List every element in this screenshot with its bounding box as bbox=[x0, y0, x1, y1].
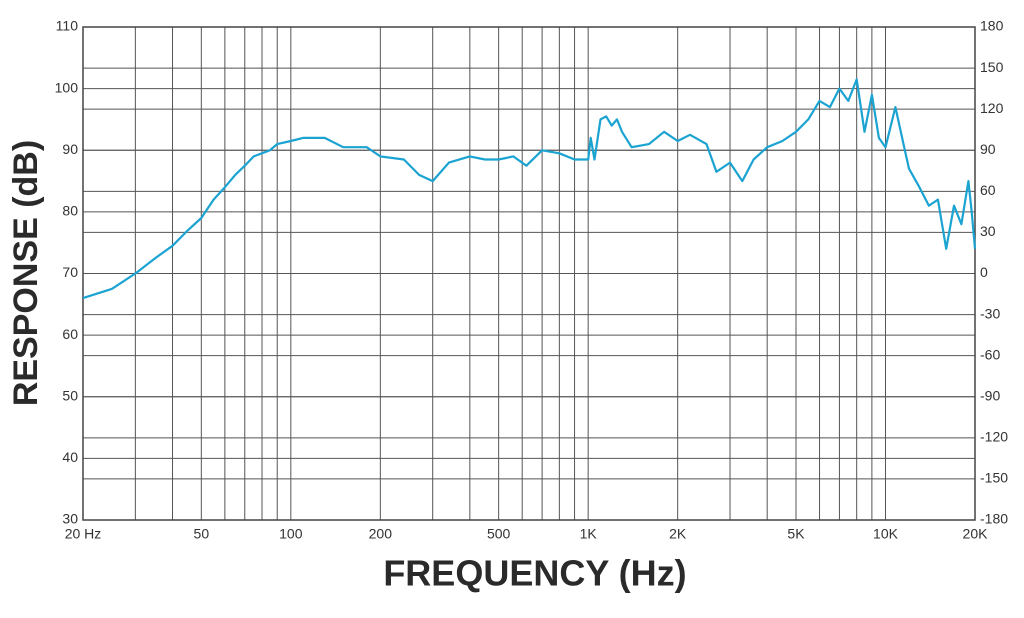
x-tick-label: 20K bbox=[963, 526, 989, 542]
x-tick-label: 5K bbox=[787, 526, 805, 542]
y2-tick-label: -120 bbox=[980, 429, 1008, 445]
y-tick-label: 30 bbox=[62, 511, 78, 527]
x-tick-label: 500 bbox=[487, 526, 511, 542]
y-tick-label: 40 bbox=[62, 449, 78, 465]
x-tick-label: 1K bbox=[580, 526, 598, 542]
plot-frame bbox=[82, 26, 976, 521]
y2-tick-label: 0 bbox=[980, 264, 988, 280]
x-tick-label: 2K bbox=[669, 526, 687, 542]
x-tick-label: 100 bbox=[279, 526, 303, 542]
y2-tick-label: 150 bbox=[980, 59, 1004, 75]
y2-tick-label: 180 bbox=[980, 18, 1004, 34]
y2-tick-label: -90 bbox=[980, 387, 1000, 403]
y-tick-label: 100 bbox=[55, 79, 79, 95]
x-tick-label: 10K bbox=[873, 526, 899, 542]
x-tick-label: 200 bbox=[369, 526, 393, 542]
y2-tick-label: -60 bbox=[980, 346, 1000, 362]
y-tick-label: 50 bbox=[62, 387, 78, 403]
response-line bbox=[82, 78, 977, 300]
y-axis-title: RESPONSE (dB) bbox=[7, 140, 45, 406]
y-tick-label: 60 bbox=[62, 326, 78, 342]
y2-tick-label: 30 bbox=[980, 223, 996, 239]
x-axis-title: FREQUENCY (Hz) bbox=[383, 553, 686, 594]
y2-tick-label: 60 bbox=[980, 182, 996, 198]
y2-tick-label: 120 bbox=[980, 100, 1004, 116]
y-tick-label: 110 bbox=[56, 18, 79, 34]
y2-tick-label: -150 bbox=[980, 470, 1008, 486]
y-tick-label: 70 bbox=[62, 264, 78, 280]
x-tick-label: 20 Hz bbox=[65, 526, 102, 542]
y2-tick-label: 90 bbox=[980, 141, 996, 157]
x-tick-label: 50 bbox=[194, 526, 210, 542]
y2-tick-label: -30 bbox=[980, 305, 1000, 321]
y2-tick-label: -180 bbox=[980, 511, 1008, 527]
y-tick-label: 90 bbox=[62, 141, 78, 157]
y-tick-label: 80 bbox=[62, 203, 78, 219]
